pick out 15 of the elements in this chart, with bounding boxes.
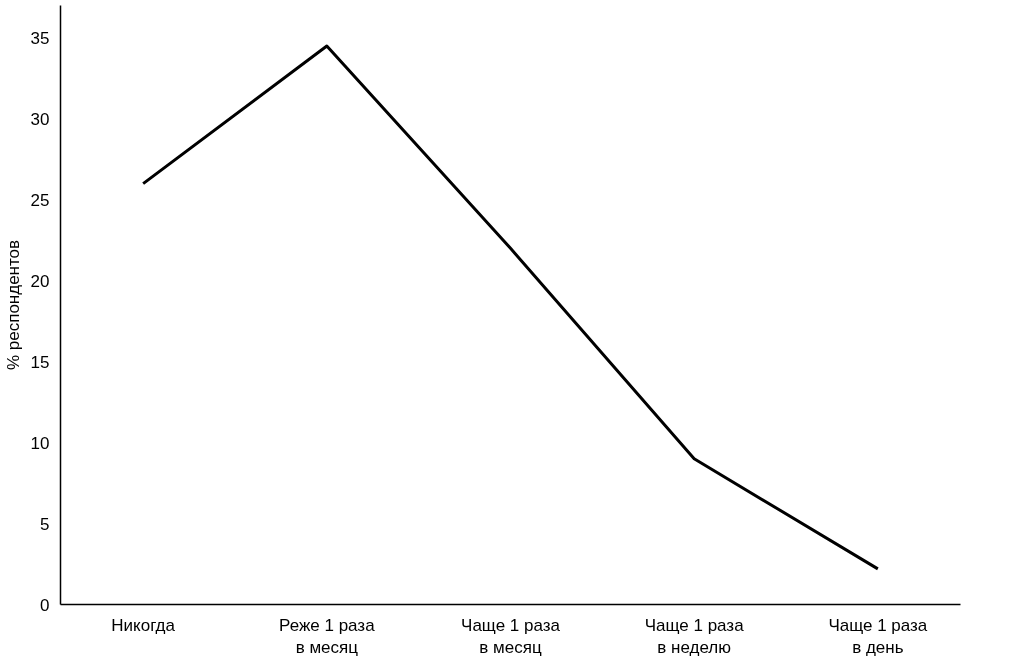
x-tick-label: Чаще 1 раза в месяц bbox=[461, 615, 561, 658]
y-tick-label: 10 bbox=[30, 433, 50, 453]
x-tick-label: Реже 1 раза в месяц bbox=[279, 615, 376, 658]
y-tick-label: 30 bbox=[30, 109, 50, 129]
y-tick-label: 5 bbox=[40, 514, 50, 534]
x-tick-label: Чаще 1 раза в неделю bbox=[644, 615, 745, 658]
x-tick-label: Чаще 1 раза в день bbox=[828, 615, 928, 658]
y-tick-label: 15 bbox=[30, 352, 50, 372]
y-tick-label: 35 bbox=[30, 28, 50, 48]
x-tick-label: Никогда bbox=[111, 615, 176, 635]
y-axis-title: % респондентов bbox=[3, 239, 23, 371]
y-tick-label: 0 bbox=[40, 595, 50, 615]
y-tick-label: 25 bbox=[30, 190, 50, 210]
line-series bbox=[141, 44, 880, 571]
y-tick-label: 20 bbox=[30, 271, 50, 291]
